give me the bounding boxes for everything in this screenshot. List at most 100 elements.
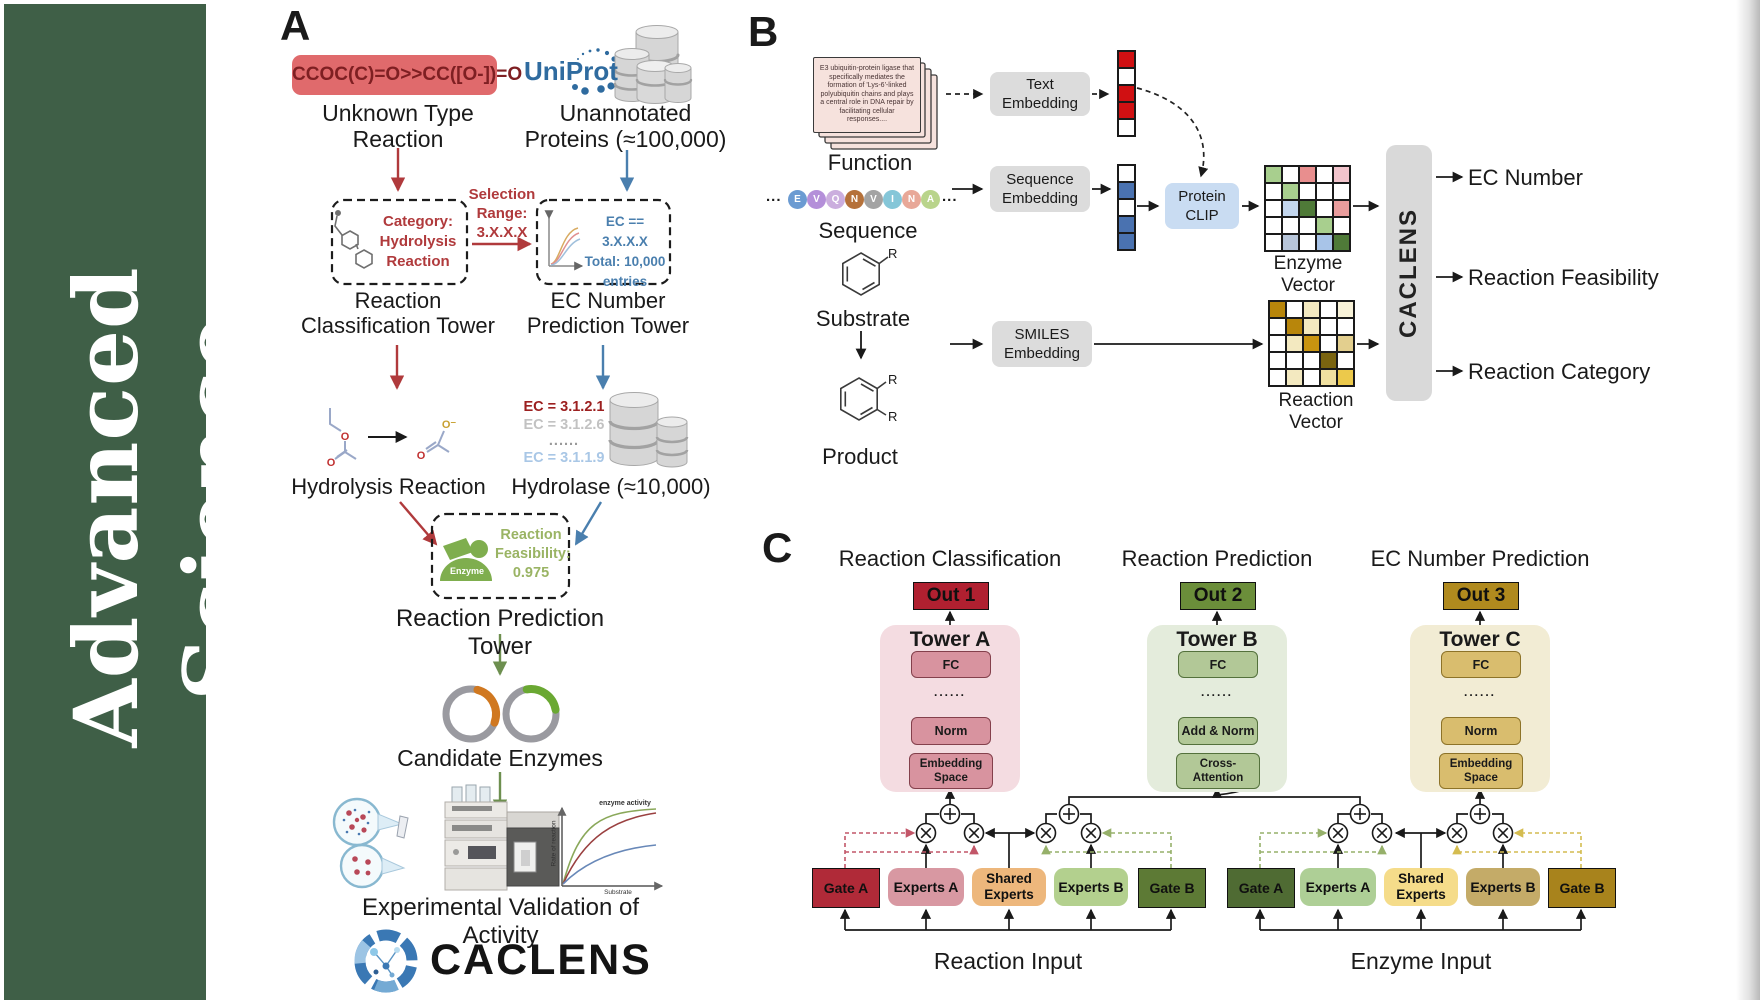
out2-box: Out 2 (1180, 582, 1256, 610)
tower-c-norm: Norm (1441, 717, 1521, 745)
enzyme-icon (440, 538, 492, 581)
vector-cell (1119, 52, 1134, 67)
matrix-cell (1270, 302, 1285, 317)
residue-circle: V (864, 190, 883, 209)
product-molecule (840, 377, 887, 421)
tower-a-dots: ...... (933, 685, 966, 699)
panelA-arrows (368, 148, 635, 814)
mixer-nodes (915, 803, 1514, 844)
reaction-input-label: Reaction Input (933, 948, 1083, 974)
function-label: Function (827, 150, 913, 175)
tower-b-cross-attention: Cross- Attention (1176, 753, 1260, 789)
enzyme-badge: Enzyme (449, 566, 484, 576)
matrix-cell (1270, 319, 1285, 334)
output-ec-number: EC Number (1468, 165, 1583, 190)
matrix-cell (1338, 336, 1353, 351)
matrix-cell (1266, 184, 1281, 199)
acetate-molecule (425, 430, 450, 453)
ec-item-dots: ...... (548, 433, 580, 449)
ester-molecule (329, 408, 357, 460)
activity-plot-xlabel: Substrate (604, 889, 632, 896)
journal-title: Advanced Science (54, 266, 268, 748)
matrix-cell (1338, 302, 1353, 317)
tower-c: Tower C FC ...... Norm Embedding Space (1410, 625, 1550, 792)
matrix-cell (1287, 336, 1302, 351)
dashed-boxes (330, 198, 672, 600)
matrix-cell (1321, 370, 1336, 385)
tower-a-base: Embedding Space (909, 753, 993, 789)
matrix-cell (1321, 336, 1336, 351)
residue-circle: N (902, 190, 921, 209)
smiles-reaction-box: CCOC(C)=O>>CC([O-])=O (292, 55, 522, 95)
ec-item-1: EC = 3.1.2.1 (523, 399, 605, 415)
tower-c-base: Embedding Space (1439, 753, 1523, 789)
molecule-sketch-icon (334, 210, 373, 269)
panelC-arrows (839, 610, 1587, 931)
matrix-cell (1317, 235, 1332, 250)
matrix-cell (1304, 302, 1319, 317)
header-reaction-classification: Reaction Classification (838, 546, 1062, 571)
caclens-module-label: CACLENS (1395, 207, 1422, 338)
activity-plot-title: enzyme activity (599, 800, 651, 807)
matrix-cell (1266, 167, 1281, 182)
tower-b-dots: ...... (1200, 685, 1233, 699)
residue-circle: I (883, 190, 902, 209)
enzyme-input-label: Enzyme Input (1350, 948, 1492, 974)
activity-plot-ylabel: Rate of reaction (550, 820, 558, 867)
tower-c-fc: FC (1441, 651, 1521, 678)
matrix-cell (1317, 167, 1332, 182)
matrix-cell (1283, 201, 1298, 216)
hydrolase-label: Hydrolase (≈10,000) (511, 474, 711, 499)
matrix-cell (1283, 218, 1298, 233)
matrix-cell (1304, 353, 1319, 368)
reaction-vector-matrix (1268, 300, 1355, 387)
product-label: Product (822, 444, 898, 469)
residue-circle: N (845, 190, 864, 209)
matrix-cell (1334, 218, 1349, 233)
matrix-cell (1283, 167, 1298, 182)
unknown-reaction-label: Unknown Type Reaction (322, 100, 474, 152)
matrix-cell (1270, 336, 1285, 351)
ester-O: O (341, 431, 350, 443)
substrate-r-label: R (888, 246, 898, 261)
enzyme-vector-label: Enzyme Vector (1273, 253, 1343, 296)
page-edge-gradient (1736, 0, 1760, 1000)
vector-cell (1119, 234, 1134, 249)
output-reaction-category: Reaction Category (1468, 359, 1651, 384)
sequence-ellipsis-left: ... (766, 188, 782, 205)
moe1-gate-a: Gate A (812, 868, 880, 908)
vector-cell (1119, 69, 1134, 84)
hplc-instrument-icon (444, 784, 560, 891)
moe1-experts-a: Experts A (888, 868, 964, 906)
panelA-label: A (280, 2, 311, 49)
feasibility-note: Reaction Feasibility: 0.975 (495, 527, 571, 581)
vector-cell (1119, 183, 1134, 198)
header-ec-number-prediction: EC Number Prediction (1370, 546, 1590, 571)
header-reaction-prediction: Reaction Prediction (1121, 546, 1313, 571)
matrix-cell (1317, 218, 1332, 233)
tower-a-fc: FC (911, 651, 991, 678)
moe2-experts-a: Experts A (1300, 868, 1376, 906)
matrix-cell (1304, 319, 1319, 334)
tower-b-title: Tower B (1176, 628, 1258, 651)
acetate-O: O (417, 450, 426, 462)
tower-c-dots: ...... (1463, 685, 1496, 699)
moe1-gate-b: Gate B (1138, 868, 1206, 908)
mini-plot-icon (544, 210, 584, 271)
matrix-cell (1334, 235, 1349, 250)
tower-c-title: Tower C (1439, 628, 1521, 651)
output-reaction-feasibility: Reaction Feasibility (1468, 265, 1659, 290)
matrix-cell (1287, 302, 1302, 317)
assay-plate-icons (332, 797, 409, 889)
tower-b-add-norm: Add & Norm (1178, 717, 1258, 745)
matrix-cell (1317, 184, 1332, 199)
residue-circle: E (788, 190, 807, 209)
reaction-classification-tower-label: Reaction Classification Tower (300, 288, 495, 338)
activity-graph-icon (557, 806, 664, 891)
vector-cell (1119, 103, 1134, 118)
vector-cell (1119, 120, 1134, 135)
experimental-validation-label: Experimental Validation of Activity (361, 894, 640, 949)
matrix-cell (1287, 353, 1302, 368)
gate-routes (844, 828, 1582, 868)
matrix-cell (1300, 184, 1315, 199)
